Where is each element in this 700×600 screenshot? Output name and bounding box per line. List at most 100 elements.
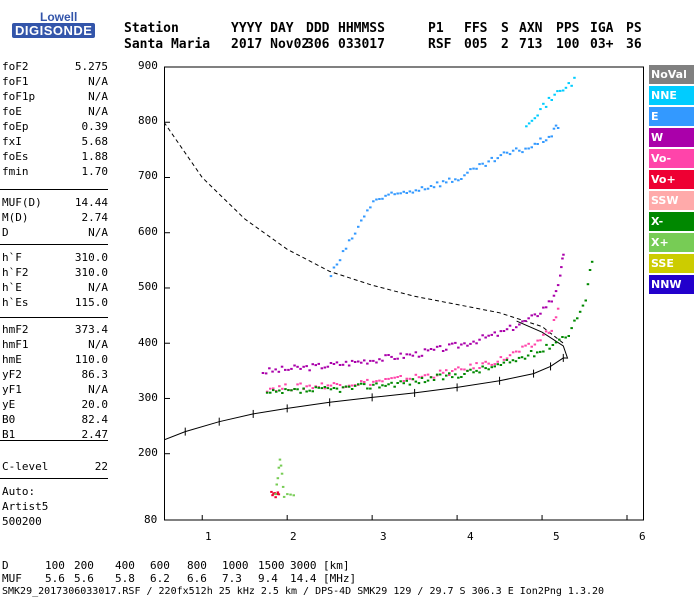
data-point: [466, 344, 469, 347]
y-tick-label: 700: [138, 169, 158, 182]
param-row-fof1: foF1 N/A: [0, 75, 108, 89]
data-point: [469, 363, 472, 366]
legend-item-noval: NoVal: [649, 65, 694, 84]
y-tick-label: 500: [138, 280, 158, 293]
param-label: h`F2: [2, 266, 29, 279]
data-point: [378, 358, 381, 361]
header-value-station: Santa Maria: [124, 37, 211, 52]
data-point: [276, 491, 280, 494]
data-point: [286, 493, 289, 496]
y-tick-label: 400: [138, 336, 158, 349]
data-point: [399, 192, 402, 195]
data-point: [518, 149, 521, 152]
param-value: 82.4: [81, 413, 109, 426]
data-point: [420, 375, 424, 378]
footer-value: 3000: [290, 559, 317, 572]
param-value: 0.39: [81, 120, 109, 133]
y-tick-label: 800: [138, 114, 158, 127]
data-point: [520, 356, 524, 359]
data-point: [274, 493, 277, 496]
data-point: [378, 379, 381, 382]
param-row-hme: hmE 110.0: [0, 353, 108, 367]
data-point: [299, 382, 302, 385]
data-point: [414, 373, 418, 376]
data-point: [296, 388, 299, 391]
data-point: [460, 368, 463, 371]
data-point: [272, 387, 275, 390]
data-point: [466, 369, 469, 372]
data-point: [530, 146, 533, 149]
data-point: [441, 378, 445, 381]
param-label: h`Es: [2, 296, 29, 309]
footer-value: 5.6: [74, 572, 94, 585]
data-point: [484, 164, 487, 167]
data-point: [384, 378, 387, 380]
data-point: [581, 304, 585, 307]
data-point: [499, 154, 503, 157]
data-point: [454, 368, 457, 371]
footer-value: 6.6: [187, 572, 207, 585]
data-point: [405, 379, 408, 382]
data-point: [344, 360, 348, 363]
data-point: [432, 186, 436, 189]
data-point: [408, 377, 412, 380]
param-label: yF1: [2, 383, 22, 396]
data-point: [554, 290, 558, 293]
data-point: [396, 357, 399, 360]
data-point: [457, 376, 460, 379]
data-point: [314, 386, 317, 389]
param-row-hmf2: hmF2 373.4: [0, 323, 108, 337]
data-point: [363, 381, 366, 383]
data-point: [270, 490, 273, 493]
data-point: [305, 385, 308, 388]
data-point: [524, 344, 527, 347]
data-point: [451, 376, 454, 379]
param-separator: [0, 317, 108, 318]
data-point: [402, 356, 405, 359]
data-point: [411, 378, 415, 381]
data-point: [478, 338, 481, 341]
param-label: foEp: [2, 120, 29, 133]
data-point: [550, 300, 553, 303]
data-point: [469, 368, 472, 371]
data-point: [414, 189, 418, 192]
data-point: [490, 363, 493, 366]
data-point: [570, 84, 573, 87]
data-point: [490, 156, 493, 159]
data-point: [268, 367, 271, 370]
data-point: [344, 247, 348, 250]
data-point: [463, 373, 466, 375]
footer-value: 7.3: [222, 572, 242, 585]
data-point: [393, 358, 396, 360]
data-point: [289, 493, 292, 496]
param-label: h`E: [2, 281, 22, 294]
data-point: [353, 361, 357, 363]
data-point: [502, 358, 506, 361]
data-point: [363, 215, 366, 218]
data-point: [493, 331, 496, 334]
data-point: [387, 377, 390, 380]
data-point: [539, 350, 542, 353]
data-point: [496, 157, 499, 160]
data-point: [423, 188, 427, 191]
data-point: [296, 365, 299, 368]
data-point: [460, 343, 463, 346]
parameter-panel: foF2 5.275 foF1 N/A foF1p N/A foE N/A foEp 0.39 fx…: [0, 0, 110, 600]
data-point: [481, 365, 484, 368]
data-point: [429, 348, 433, 350]
data-point: [499, 364, 503, 366]
data-point: [363, 359, 366, 362]
data-point: [445, 374, 448, 377]
data-point: [552, 294, 556, 297]
data-point: [478, 367, 481, 369]
data-point: [536, 351, 539, 354]
logo-text-bottom: DIGISONDE: [12, 23, 96, 38]
header-value-p1: RSF: [428, 37, 452, 52]
data-point: [573, 76, 576, 79]
legend-item-nnw: NNW: [649, 275, 694, 294]
data-point: [274, 496, 277, 499]
data-point: [350, 237, 354, 240]
data-point: [545, 343, 548, 346]
data-point: [387, 193, 390, 196]
data-point: [357, 225, 360, 228]
